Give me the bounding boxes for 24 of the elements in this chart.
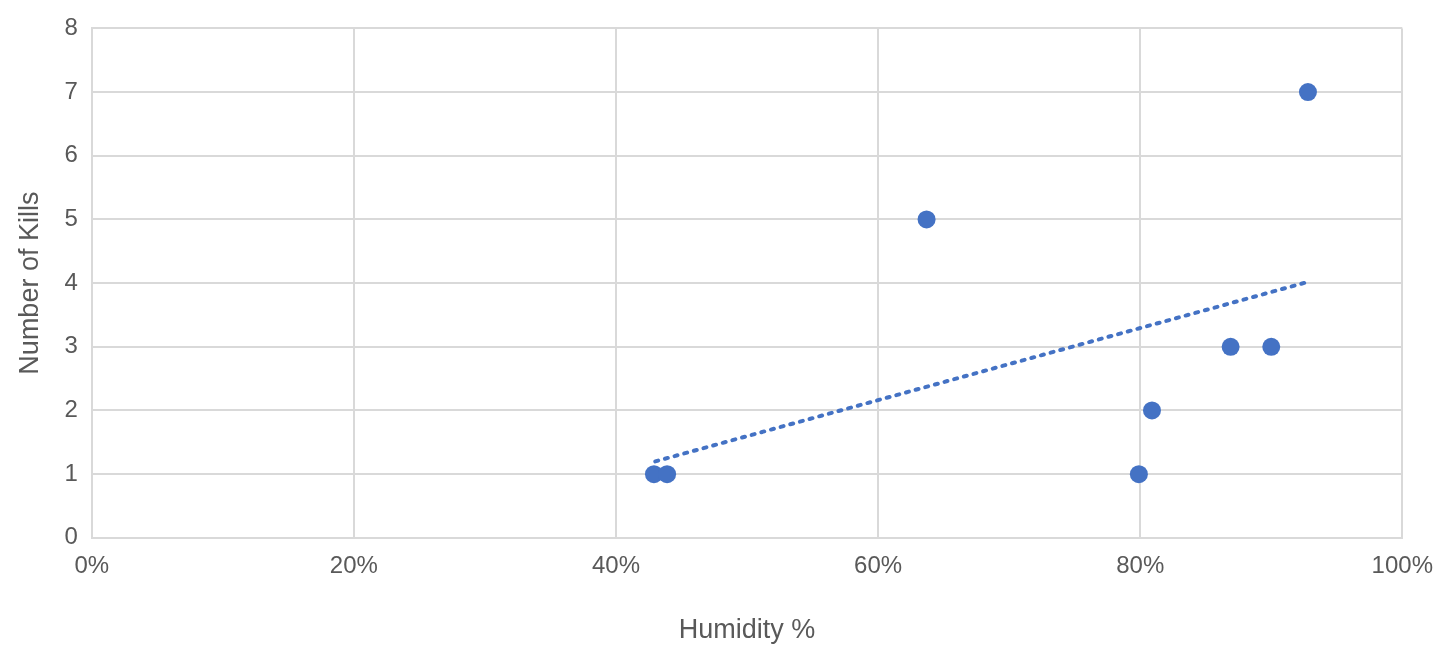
x-tick-label: 100% [1371,550,1433,578]
y-tick-label: 4 [64,267,78,295]
point [1129,465,1148,484]
y-tick-label: 3 [64,331,78,359]
y-axis-title: Number of Kills [13,191,44,375]
x-axis-title: Humidity % [678,614,816,645]
y-tick-label: 0 [64,522,78,550]
y-tick-label: 1 [64,458,78,486]
point [1221,337,1240,356]
y-tick-label: 7 [64,76,78,104]
y-tick-label: 2 [64,395,78,423]
y-tick-label: 8 [64,13,78,41]
y-tick-label: 5 [64,204,78,232]
point [658,465,677,484]
x-tick-label: 60% [854,550,903,578]
point [1262,337,1281,356]
x-tick-label: 20% [329,550,378,578]
x-tick-label: 40% [591,550,640,578]
point [1142,401,1161,420]
point [1298,83,1317,102]
y-tick-label: 6 [64,140,78,168]
point [917,210,936,229]
x-tick-label: 0% [74,550,110,578]
x-tick-label: 80% [1116,550,1165,578]
